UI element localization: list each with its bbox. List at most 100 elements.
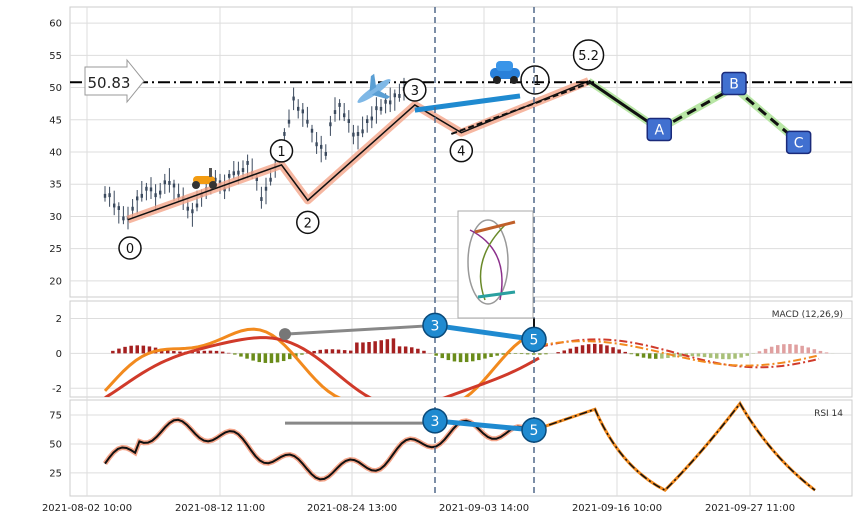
macd-histogram-bar <box>349 350 353 354</box>
macd-histogram-bar <box>745 353 749 356</box>
macd-histogram-bar <box>489 353 493 358</box>
candle-body <box>379 106 383 111</box>
price-y-tick: 25 <box>49 244 62 255</box>
projection-label-text: A <box>654 122 664 138</box>
macd-histogram-bar <box>208 350 213 354</box>
candle-body <box>389 100 392 105</box>
candle-body <box>218 180 222 185</box>
macd-histogram-bar <box>507 353 512 355</box>
macd-histogram-bar <box>300 353 304 355</box>
candle-body <box>237 170 240 175</box>
candle-body <box>343 113 346 118</box>
macd-signal-projection <box>539 340 820 367</box>
macd-histogram-bar <box>654 353 658 359</box>
macd-histogram-bar <box>818 350 823 354</box>
wave-line <box>127 80 589 221</box>
candle-body <box>159 190 162 195</box>
macd-histogram-bar <box>147 346 152 354</box>
candle-body <box>306 119 309 124</box>
macd-histogram-bar <box>727 353 731 360</box>
macd-histogram-bar <box>666 353 670 359</box>
candle-body <box>375 106 378 111</box>
trend-line <box>414 93 521 113</box>
macd-histogram-bar <box>166 350 170 354</box>
macd-histogram-bar <box>227 352 231 354</box>
macd-histogram-bar <box>416 348 420 354</box>
macd-y-tick: 2 <box>56 314 62 325</box>
macd-histogram-bar <box>721 353 725 360</box>
macd-histogram-bar <box>129 345 133 354</box>
macd-histogram-bar <box>117 348 121 354</box>
wave-label-circle <box>118 236 142 260</box>
candle-body <box>329 122 332 127</box>
macd-histogram-bar <box>123 346 127 354</box>
rsi-y-tick: 75 <box>49 411 62 422</box>
x-tick-label: 2021-08-24 13:00 <box>307 503 397 514</box>
wave-label-text: 0 <box>126 242 134 257</box>
macd-histogram-bar <box>141 345 146 354</box>
macd-histogram-bar <box>239 353 243 357</box>
candle-body <box>338 103 341 107</box>
projection-line <box>658 86 735 131</box>
candle-body <box>384 99 387 104</box>
macd-histogram-bar <box>477 353 481 361</box>
candle-body <box>172 183 176 188</box>
candle-body <box>310 128 314 133</box>
candle-body <box>352 132 355 137</box>
projection-label-text: C <box>794 135 804 151</box>
macd-histogram-bar <box>678 353 682 357</box>
macd-histogram-bar <box>233 353 237 355</box>
macd-trend-line <box>434 322 535 342</box>
candle-body <box>103 193 107 198</box>
macd-histogram-bar <box>776 345 780 354</box>
price-y-tick: 40 <box>49 148 62 159</box>
macd-histogram-bar <box>172 351 176 354</box>
macd-histogram-bar <box>288 353 292 360</box>
projection-label-box <box>646 117 673 142</box>
rsi-wave-label <box>422 408 448 434</box>
macd-histogram-bar <box>763 348 768 354</box>
candle-body <box>168 181 171 185</box>
candle-body <box>370 116 373 121</box>
candle-body <box>269 177 272 182</box>
macd-histogram-bar <box>647 353 652 359</box>
macd-histogram-bar <box>513 353 518 354</box>
macd-histogram-bar <box>812 349 817 354</box>
macd-histogram-bar <box>410 347 414 354</box>
macd-histogram-bar <box>318 349 322 354</box>
macd-histogram-bar <box>330 349 335 354</box>
macd-histogram-bar <box>464 353 469 363</box>
car-icon <box>490 61 520 84</box>
macd-histogram-bar <box>586 344 591 354</box>
macd-histogram-bar <box>635 353 640 357</box>
macd-histogram-bar <box>324 349 329 354</box>
rsi-wave-label-text: 5 <box>530 423 539 439</box>
x-tick-label: 2021-09-27 11:00 <box>705 503 795 514</box>
macd-divergence-dot <box>279 328 291 341</box>
price-y-tick: 55 <box>49 51 62 62</box>
candle-body <box>320 144 323 149</box>
macd-signal-line <box>104 336 540 397</box>
macd-wave-label <box>422 312 448 339</box>
macd-histogram-bar <box>452 353 457 362</box>
x-tick-label: 2021-09-03 14:00 <box>439 503 529 514</box>
candle-body <box>255 177 258 181</box>
candle-body <box>260 197 263 201</box>
candle-body <box>163 180 166 185</box>
macd-histogram-bar <box>824 352 829 354</box>
candle-body <box>361 129 364 134</box>
candle-body <box>393 93 396 98</box>
macd-histogram-bar <box>599 344 603 354</box>
candle-body <box>366 119 369 123</box>
macd-histogram-bar <box>269 353 274 364</box>
macd-title: MACD (12,26,9) <box>772 310 843 320</box>
macd-histogram-bar <box>733 353 737 359</box>
candle-body <box>195 203 199 208</box>
macd-histogram-bar <box>440 353 444 359</box>
overlay-layer: 0 1 2 3 4 5.2 1 A B C 3 5 3 5 <box>70 7 852 496</box>
candle-body <box>149 187 153 192</box>
wave-label-circle <box>449 138 474 163</box>
macd-histogram-bar <box>702 353 707 358</box>
macd-histogram-bar <box>312 350 316 354</box>
